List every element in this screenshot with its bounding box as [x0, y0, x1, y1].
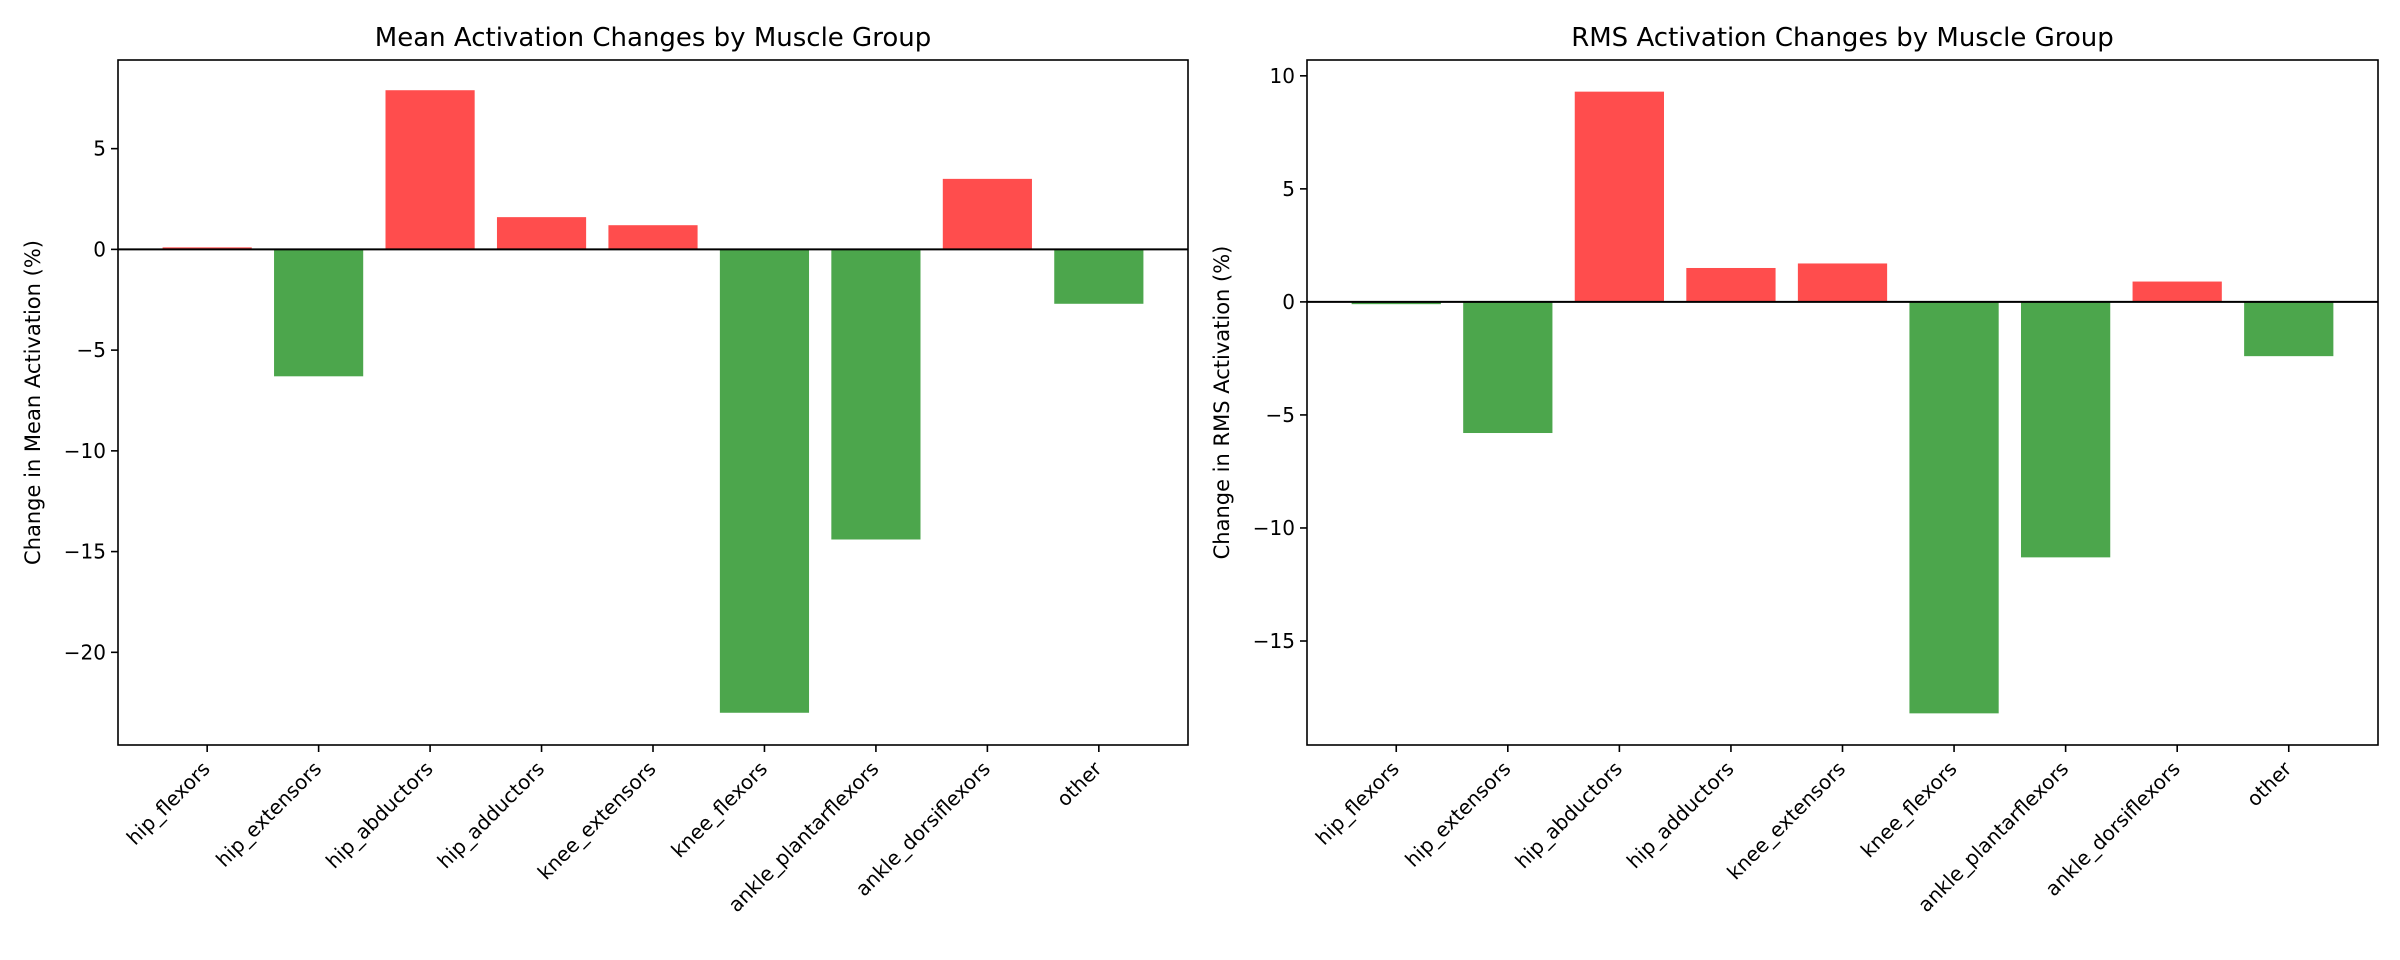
x-tick-label: knee_flexors [1856, 757, 1962, 863]
x-tick-label: other [1052, 756, 1107, 811]
y-tick-label: 0 [1282, 290, 1295, 314]
bar-hip-abductors [385, 90, 475, 250]
x-tick-label: knee_extensors [533, 757, 661, 885]
chart-1: 50−5−10−15−20hip_flexorship_extensorship… [21, 23, 1189, 917]
y-tick-label: −15 [1253, 629, 1295, 653]
x-tick-label: hip_adductors [1622, 757, 1739, 874]
bar-ankle-plantarflexors [2021, 301, 2111, 558]
x-tick-label: other [2242, 756, 2297, 811]
y-tick-label: −5 [1266, 403, 1295, 427]
bar-knee-flexors [719, 249, 810, 713]
x-tick-label: hip_adductors [432, 757, 549, 874]
x-tick-label: knee_extensors [1722, 757, 1850, 885]
bar-knee-extensors [1797, 263, 1888, 302]
chart-2: 1050−5−10−15hip_flexorship_extensorship_… [1210, 23, 2379, 917]
bar-hip-adductors [1686, 267, 1776, 302]
x-tick-label: knee_flexors [666, 757, 772, 863]
y-tick-label: 0 [93, 237, 106, 261]
y-tick-label: −20 [64, 640, 106, 664]
y-axis-label: Change in RMS Activation (%) [1210, 246, 1234, 560]
x-tick-label: hip_abductors [321, 757, 438, 874]
plot-frame [117, 59, 1189, 746]
bar-hip-flexors [1351, 301, 1441, 305]
bar-hip-extensors [274, 249, 364, 377]
y-tick-label: −5 [77, 338, 106, 362]
y-tick-label: −10 [1253, 516, 1295, 540]
x-tick-label: hip_flexors [1311, 757, 1404, 850]
bar-hip-abductors [1574, 91, 1664, 302]
x-tick-label: hip_abductors [1510, 757, 1627, 874]
bar-knee-extensors [608, 225, 698, 250]
bar-hip-adductors [496, 217, 587, 250]
y-tick-label: 5 [1282, 177, 1295, 201]
x-tick-label: hip_flexors [122, 757, 215, 850]
bar-knee-flexors [1909, 301, 1999, 714]
bar-ankle-plantarflexors [831, 249, 921, 540]
y-axis-label: Change in Mean Activation (%) [21, 240, 45, 565]
y-tick-label: −15 [64, 540, 106, 564]
y-tick-label: −10 [64, 439, 106, 463]
bar-hip-flexors [162, 247, 252, 250]
chart-title: Mean Activation Changes by Muscle Group [375, 23, 931, 53]
bar-ankle-dorsiflexors [2132, 281, 2222, 302]
bar-other [1054, 249, 1144, 304]
bar-other [2244, 301, 2334, 357]
x-tick-label: hip_extensors [211, 757, 326, 872]
y-tick-label: 10 [1270, 64, 1295, 88]
x-tick-label: hip_extensors [1400, 757, 1515, 872]
y-tick-label: 5 [93, 137, 106, 161]
bar-ankle-dorsiflexors [942, 178, 1032, 250]
bar-hip-extensors [1463, 301, 1553, 434]
chart-title: RMS Activation Changes by Muscle Group [1571, 23, 2114, 53]
